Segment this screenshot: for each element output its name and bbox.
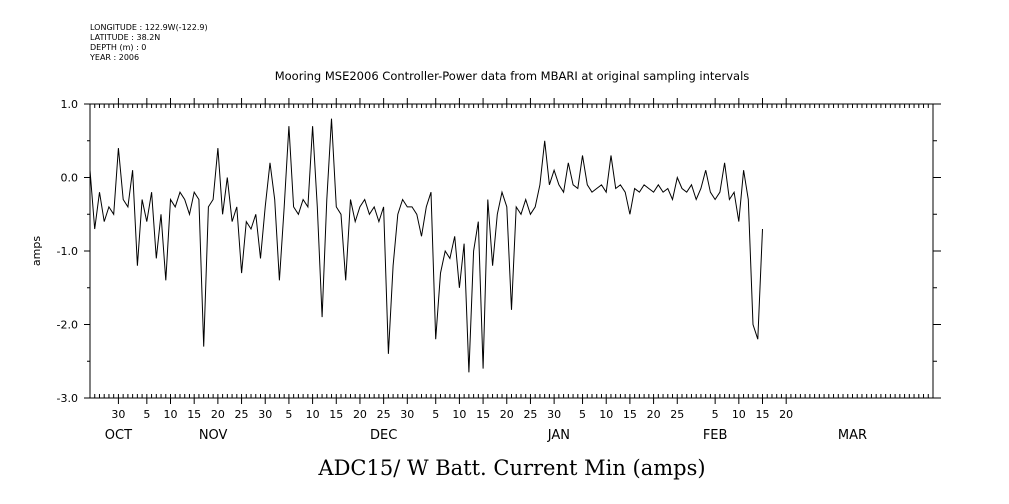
x-tick-label: 10 xyxy=(599,408,613,421)
longitude-label: LONGITUDE : 122.9W(-122.9) xyxy=(90,23,208,32)
y-tick-label: -3.0 xyxy=(57,392,78,405)
chart-title: Mooring MSE2006 Controller-Power data fr… xyxy=(275,69,750,83)
x-tick-label: 15 xyxy=(187,408,201,421)
depth-label: DEPTH (m) : 0 xyxy=(90,43,146,52)
metadata-block: LONGITUDE : 122.9W(-122.9) LATITUDE : 38… xyxy=(89,23,208,62)
y-axis-label: amps xyxy=(30,236,43,266)
x-tick-label: 20 xyxy=(211,408,225,421)
x-tick-label: 15 xyxy=(623,408,637,421)
x-axis: 30 5 10 15 20 25 30 5 10 15 20 25 30 5 10 15 20 25 30 5 10 15… xyxy=(89,98,934,421)
year-label: YEAR : 2006 xyxy=(89,53,139,62)
x-tick-label: 10 xyxy=(452,408,466,421)
month-labels: OCT NOV DEC JAN FEB MAR xyxy=(105,428,867,443)
x-tick-label: 20 xyxy=(779,408,793,421)
x-tick-label: 15 xyxy=(329,408,343,421)
y-tick-label: 0.0 xyxy=(61,172,79,185)
x-tick-label: 30 xyxy=(400,408,414,421)
x-tick-label: 10 xyxy=(164,408,178,421)
month-label: DEC xyxy=(370,428,397,443)
y-tick-label: -1.0 xyxy=(57,245,78,258)
month-label: NOV xyxy=(199,428,228,443)
x-axis-label: ADC15/ W Batt. Current Min (amps) xyxy=(317,456,705,480)
x-tick-label: 15 xyxy=(476,408,490,421)
x-tick-label: 15 xyxy=(756,408,770,421)
x-tick-label: 5 xyxy=(143,408,150,421)
x-tick-label: 20 xyxy=(500,408,514,421)
x-tick-label: 5 xyxy=(432,408,439,421)
x-tick-label: 10 xyxy=(306,408,320,421)
month-label: FEB xyxy=(703,428,728,443)
series-line xyxy=(89,118,763,373)
month-label: JAN xyxy=(547,428,570,443)
x-tick-label: 30 xyxy=(258,408,272,421)
month-label: OCT xyxy=(105,428,132,443)
y-tick-label: 1.0 xyxy=(61,98,79,111)
y-axis: 1.0 0.0 -1.0 -2.0 -3.0 xyxy=(57,98,941,405)
x-tick-label: 5 xyxy=(285,408,292,421)
x-tick-label: 5 xyxy=(712,408,719,421)
y-tick-label: -2.0 xyxy=(57,319,78,332)
x-tick-label: 25 xyxy=(377,408,391,421)
x-tick-label: 5 xyxy=(579,408,586,421)
x-tick-label: 25 xyxy=(670,408,684,421)
latitude-label: LATITUDE : 38.2N xyxy=(90,33,160,42)
x-tick-label: 20 xyxy=(353,408,367,421)
plot-frame xyxy=(89,103,934,399)
x-tick-label: 30 xyxy=(111,408,125,421)
x-tick-label: 10 xyxy=(732,408,746,421)
x-tick-label: 25 xyxy=(235,408,249,421)
x-tick-label: 25 xyxy=(523,408,537,421)
x-tick-label: 20 xyxy=(647,408,661,421)
x-tick-label: 30 xyxy=(547,408,561,421)
month-label: MAR xyxy=(838,428,867,443)
